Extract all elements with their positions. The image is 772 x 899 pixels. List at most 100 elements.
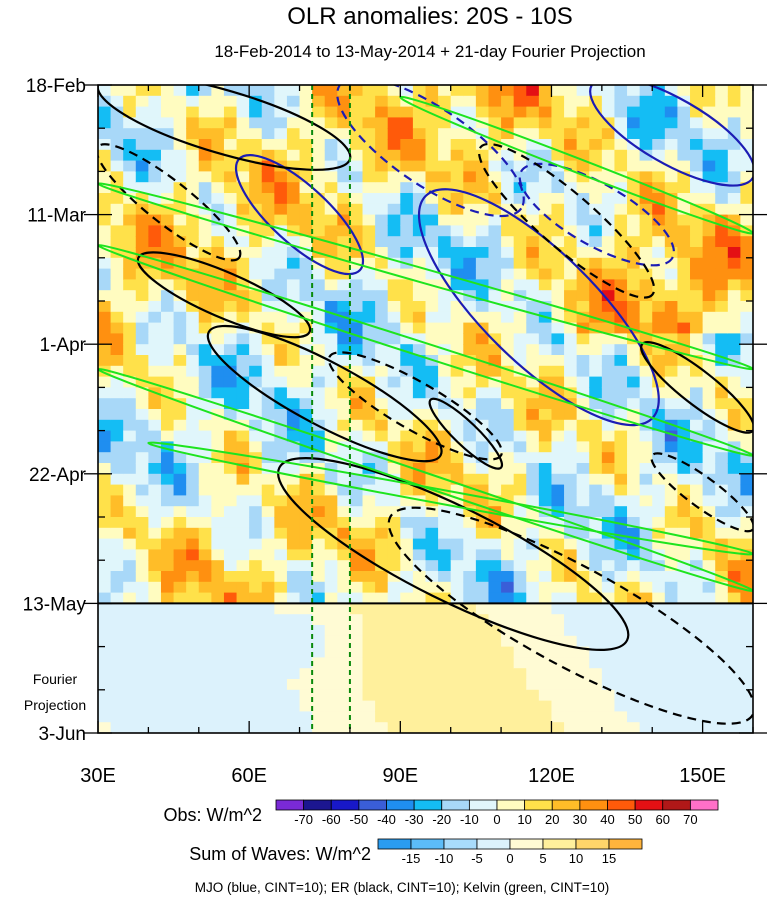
- anomaly-cell: [501, 365, 515, 378]
- anomaly-cell: [551, 679, 565, 691]
- anomaly-cell: [236, 452, 250, 464]
- anomaly-cell: [601, 689, 616, 702]
- anomaly-cell: [551, 419, 565, 432]
- anomaly-cell: [261, 333, 275, 345]
- anomaly-cell: [425, 603, 439, 615]
- anomaly-cell: [488, 711, 502, 723]
- anomaly-cell: [589, 139, 603, 151]
- anomaly-cell: [425, 236, 439, 248]
- anomaly-cell: [110, 646, 124, 658]
- anomaly-cell: [349, 711, 364, 723]
- anomaly-cell: [488, 171, 502, 183]
- anomaly-cell: [160, 581, 175, 594]
- anomaly-cell: [538, 268, 553, 280]
- anomaly-cell: [425, 592, 439, 604]
- anomaly-cell: [110, 247, 124, 259]
- anomaly-cell: [601, 182, 616, 194]
- y-tick-label: 3-Jun: [38, 724, 86, 745]
- anomaly-cell: [652, 311, 666, 324]
- anomaly-cell: [715, 603, 729, 615]
- anomaly-cell: [438, 538, 452, 550]
- anomaly-cell: [639, 149, 653, 162]
- anomaly-cell: [513, 625, 527, 637]
- anomaly-cell: [601, 538, 616, 550]
- anomaly-cell: [274, 85, 288, 97]
- anomaly-cell: [286, 182, 301, 194]
- anomaly-cell: [690, 668, 704, 680]
- anomaly-cell: [236, 635, 250, 648]
- anomaly-cell: [110, 571, 124, 583]
- anomaly-cell: [740, 549, 753, 561]
- anomaly-cell: [324, 495, 338, 507]
- anomaly-cell: [135, 214, 149, 226]
- y-tick-label: 1-Apr: [40, 335, 87, 356]
- anomaly-cell: [312, 473, 326, 486]
- anomaly-cell: [249, 128, 263, 140]
- anomaly-cell: [312, 603, 326, 615]
- anomaly-cell: [526, 409, 540, 421]
- anomaly-cell: [274, 301, 288, 313]
- anomaly-cell: [148, 355, 162, 367]
- anomaly-cell: [324, 549, 338, 561]
- anomaly-cell: [299, 398, 313, 410]
- anomaly-cell: [223, 668, 238, 680]
- anomaly-cell: [375, 268, 389, 280]
- anomaly-cell: [702, 203, 716, 216]
- anomaly-cell: [412, 85, 427, 97]
- anomaly-cell: [362, 149, 376, 162]
- anomaly-cell: [501, 452, 515, 464]
- anomaly-cell: [375, 117, 389, 129]
- anomaly-cell: [400, 571, 414, 583]
- anomaly-cell: [614, 571, 628, 583]
- anomaly-cell: [690, 365, 704, 378]
- anomaly-cell: [261, 322, 275, 334]
- anomaly-cell: [475, 257, 490, 270]
- anomaly-cell: [186, 365, 200, 378]
- anomaly-cell: [223, 646, 238, 658]
- anomaly-cell: [513, 301, 527, 313]
- anomaly-cell: [312, 193, 326, 205]
- anomaly-cell: [160, 711, 175, 723]
- anomaly-cell: [488, 311, 502, 324]
- anomaly-cell: [98, 430, 112, 442]
- anomaly-cell: [677, 689, 691, 702]
- anomaly-cell: [740, 679, 753, 691]
- anomaly-cell: [589, 322, 603, 334]
- anomaly-cell: [501, 193, 515, 205]
- anomaly-cell: [664, 257, 679, 270]
- anomaly-cell: [135, 581, 149, 594]
- anomaly-cell: [400, 387, 414, 399]
- anomaly-cell: [98, 571, 112, 583]
- anomaly-cell: [98, 171, 112, 183]
- anomaly-cell: [375, 95, 389, 108]
- anomaly-cell: [727, 614, 742, 626]
- anomaly-cell: [286, 106, 301, 118]
- anomaly-cell: [614, 193, 628, 205]
- colorbar-swatch: [476, 838, 511, 850]
- anomaly-cell: [173, 441, 187, 453]
- anomaly-cell: [186, 711, 200, 723]
- anomaly-cell: [727, 722, 742, 733]
- anomaly-cell: [362, 581, 376, 594]
- anomaly-cell: [349, 128, 364, 140]
- anomaly-cell: [740, 160, 753, 172]
- anomaly-cell: [123, 387, 137, 399]
- anomaly-cell: [236, 592, 250, 604]
- anomaly-cell: [110, 225, 124, 237]
- anomaly-cell: [425, 711, 439, 723]
- anomaly-cell: [123, 409, 137, 421]
- anomaly-cell: [639, 322, 653, 334]
- anomaly-cell: [362, 527, 376, 540]
- anomaly-cell: [223, 322, 238, 334]
- projection-label-line2: Projection: [24, 697, 86, 713]
- anomaly-cell: [173, 668, 187, 680]
- anomaly-cell: [576, 452, 590, 464]
- anomaly-cell: [740, 614, 753, 626]
- anomaly-cell: [438, 463, 452, 475]
- anomaly-cell: [438, 689, 452, 702]
- anomaly-cell: [513, 322, 527, 334]
- anomaly-cell: [727, 549, 742, 561]
- anomaly-cell: [551, 668, 565, 680]
- anomaly-cell: [614, 409, 628, 421]
- anomaly-cell: [488, 344, 502, 356]
